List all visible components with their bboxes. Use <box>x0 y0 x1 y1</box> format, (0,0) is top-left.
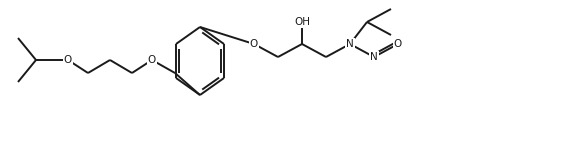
Text: N: N <box>346 39 354 49</box>
Text: OH: OH <box>294 17 310 27</box>
Text: N: N <box>370 52 378 62</box>
Text: O: O <box>394 39 402 49</box>
Text: O: O <box>64 55 72 65</box>
Text: O: O <box>250 39 258 49</box>
Text: O: O <box>148 55 156 65</box>
